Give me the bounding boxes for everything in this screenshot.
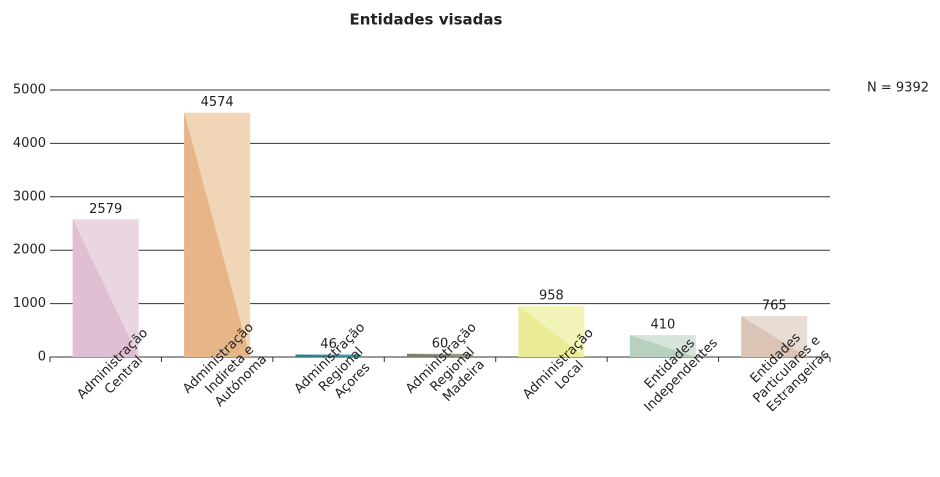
y-tick-label: 2000 xyxy=(13,243,46,258)
bar-shade xyxy=(518,305,585,357)
bar-group xyxy=(741,316,808,357)
bar-shade xyxy=(295,354,362,357)
bar-shade xyxy=(407,353,473,357)
y-tick-label: 0 xyxy=(38,350,46,365)
bar-group xyxy=(184,112,251,357)
y-tick-label: 4000 xyxy=(13,136,46,151)
chart-title: Entidades visadas xyxy=(350,11,503,29)
bar xyxy=(295,354,362,357)
value-label: 60 xyxy=(432,336,449,351)
bar-group xyxy=(518,305,585,357)
bar-shade xyxy=(741,316,808,357)
x-tick-label: AdministraçãoRegionalAçores xyxy=(291,320,390,419)
annotation: N = 9392 xyxy=(867,81,929,96)
bar-shade xyxy=(184,112,251,357)
bar-group xyxy=(629,335,696,357)
y-tick-label: 5000 xyxy=(13,83,46,98)
bar-group xyxy=(295,354,362,357)
bar-group xyxy=(407,353,473,357)
value-label: 765 xyxy=(762,299,787,314)
value-label: 410 xyxy=(650,318,675,333)
x-tick-label: AdministraçãoRegionalMadeira xyxy=(403,320,502,419)
value-label: 2579 xyxy=(89,202,122,217)
bar-shade xyxy=(629,335,696,357)
value-label: 958 xyxy=(539,288,564,303)
value-label: 46 xyxy=(320,337,337,352)
bar-group xyxy=(72,219,139,357)
bar-shade xyxy=(72,219,139,357)
value-label: 4574 xyxy=(201,95,234,110)
y-tick-label: 1000 xyxy=(13,296,46,311)
y-tick-label: 3000 xyxy=(13,189,46,204)
